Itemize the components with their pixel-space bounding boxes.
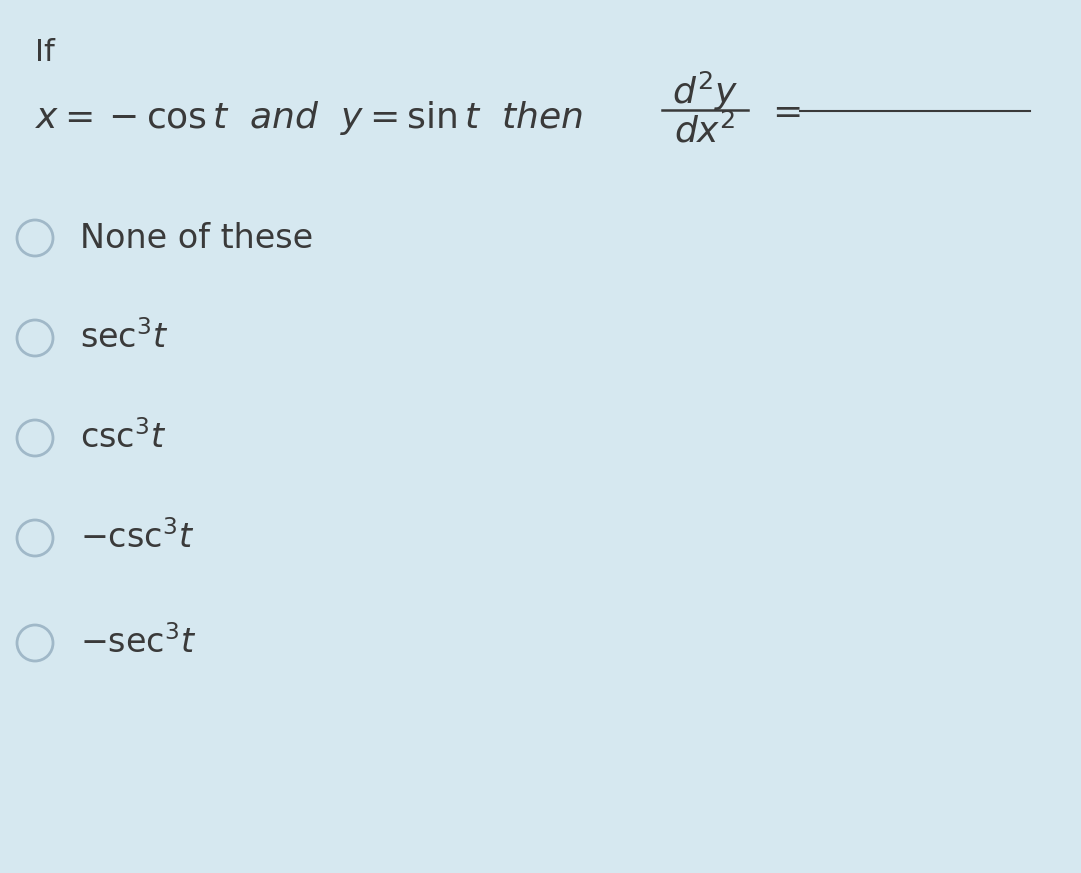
Text: $\mathrm{sec}^3 t$: $\mathrm{sec}^3 t$ bbox=[80, 320, 169, 355]
Text: $=$: $=$ bbox=[765, 94, 801, 128]
Text: $x = -\cos t$  $and$  $y = \sin t$  $then$: $x = -\cos t$ $and$ $y = \sin t$ $then$ bbox=[35, 99, 583, 137]
Text: $d^2y$: $d^2y$ bbox=[671, 69, 738, 113]
Text: If: If bbox=[35, 38, 55, 67]
Text: $\mathrm{csc}^3 t$: $\mathrm{csc}^3 t$ bbox=[80, 421, 166, 456]
Text: None of these: None of these bbox=[80, 222, 313, 255]
Text: $dx^2$: $dx^2$ bbox=[675, 113, 736, 149]
Text: $-\mathrm{sec}^3 t$: $-\mathrm{sec}^3 t$ bbox=[80, 626, 197, 660]
Text: $-\mathrm{csc}^3 t$: $-\mathrm{csc}^3 t$ bbox=[80, 520, 195, 555]
